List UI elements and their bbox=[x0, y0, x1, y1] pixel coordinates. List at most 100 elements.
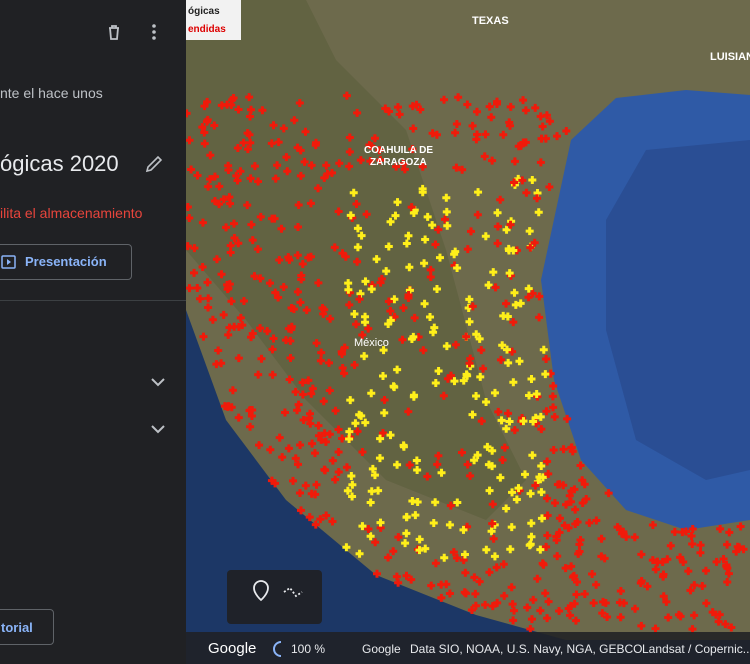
placemark[interactable] bbox=[549, 446, 558, 455]
placemark[interactable] bbox=[210, 197, 219, 206]
placemark[interactable] bbox=[271, 288, 280, 297]
placemark[interactable] bbox=[508, 488, 517, 497]
placemark[interactable] bbox=[248, 236, 257, 245]
placemark[interactable] bbox=[265, 279, 274, 288]
placemark[interactable] bbox=[407, 575, 416, 584]
placemark[interactable] bbox=[312, 480, 321, 489]
expand-icon[interactable] bbox=[148, 419, 168, 439]
placemark[interactable] bbox=[588, 569, 597, 578]
placemark[interactable] bbox=[575, 547, 584, 556]
placemark[interactable] bbox=[485, 102, 494, 111]
placemark[interactable] bbox=[431, 498, 440, 507]
placemark[interactable] bbox=[541, 589, 550, 598]
placemark[interactable] bbox=[543, 457, 552, 466]
placemark[interactable] bbox=[186, 109, 191, 118]
placemark[interactable] bbox=[475, 577, 484, 586]
placemark[interactable] bbox=[386, 316, 395, 325]
placemark[interactable] bbox=[352, 320, 361, 329]
placemark[interactable] bbox=[564, 604, 573, 613]
placemark[interactable] bbox=[549, 403, 558, 412]
placemark[interactable] bbox=[684, 567, 693, 576]
placemark[interactable] bbox=[375, 146, 384, 155]
placemark[interactable] bbox=[537, 514, 546, 523]
placemark[interactable] bbox=[357, 411, 366, 420]
placemark[interactable] bbox=[203, 97, 212, 106]
placemark[interactable] bbox=[545, 183, 554, 192]
placemark[interactable] bbox=[723, 577, 732, 586]
placemark[interactable] bbox=[467, 605, 476, 614]
placemark[interactable] bbox=[679, 558, 688, 567]
placemark[interactable] bbox=[345, 300, 354, 309]
placemark[interactable] bbox=[266, 445, 275, 454]
placemark[interactable] bbox=[219, 310, 228, 319]
edit-icon[interactable] bbox=[143, 153, 165, 175]
placemark[interactable] bbox=[543, 531, 552, 540]
placemark[interactable] bbox=[566, 497, 575, 506]
placemark[interactable] bbox=[472, 330, 481, 339]
placemark[interactable] bbox=[453, 498, 462, 507]
placemark[interactable] bbox=[225, 193, 234, 202]
placemark[interactable] bbox=[355, 295, 364, 304]
placemark[interactable] bbox=[504, 409, 513, 418]
placemark[interactable] bbox=[243, 201, 252, 210]
placemark[interactable] bbox=[234, 413, 243, 422]
placemark[interactable] bbox=[539, 345, 548, 354]
placemark[interactable] bbox=[253, 245, 262, 254]
placemark[interactable] bbox=[440, 95, 449, 104]
placemark[interactable] bbox=[510, 288, 519, 297]
placemark[interactable] bbox=[210, 121, 219, 130]
placemark[interactable] bbox=[544, 469, 553, 478]
placemark[interactable] bbox=[343, 486, 352, 495]
placemark[interactable] bbox=[267, 476, 276, 485]
placemark[interactable] bbox=[461, 568, 470, 577]
placemark[interactable] bbox=[353, 427, 362, 436]
placemark[interactable] bbox=[298, 390, 307, 399]
placemark[interactable] bbox=[224, 165, 233, 174]
placemark[interactable] bbox=[488, 602, 497, 611]
placemark[interactable] bbox=[296, 146, 305, 155]
placemark[interactable] bbox=[291, 454, 300, 463]
placemark[interactable] bbox=[527, 519, 536, 528]
placemark[interactable] bbox=[353, 243, 362, 252]
placemark[interactable] bbox=[437, 468, 446, 477]
placemark[interactable] bbox=[255, 441, 264, 450]
placemark[interactable] bbox=[434, 451, 443, 460]
placemark[interactable] bbox=[199, 332, 208, 341]
placemark[interactable] bbox=[473, 451, 482, 460]
placemark[interactable] bbox=[227, 297, 236, 306]
placemark[interactable] bbox=[630, 533, 639, 542]
placemark[interactable] bbox=[210, 172, 219, 181]
placemark[interactable] bbox=[545, 117, 554, 126]
placemark[interactable] bbox=[277, 224, 286, 233]
placemark[interactable] bbox=[423, 472, 432, 481]
placemark[interactable] bbox=[492, 563, 501, 572]
placemark[interactable] bbox=[550, 498, 559, 507]
placemark[interactable] bbox=[421, 544, 430, 553]
placemark[interactable] bbox=[423, 212, 432, 221]
placemark[interactable] bbox=[402, 513, 411, 522]
placemark[interactable] bbox=[696, 548, 705, 557]
placemark[interactable] bbox=[380, 395, 389, 404]
placemark[interactable] bbox=[431, 559, 440, 568]
placemark[interactable] bbox=[279, 282, 288, 291]
placemark[interactable] bbox=[389, 547, 398, 556]
placemark[interactable] bbox=[465, 317, 474, 326]
placemark[interactable] bbox=[519, 96, 528, 105]
placemark[interactable] bbox=[243, 129, 252, 138]
placemark[interactable] bbox=[687, 531, 696, 540]
placemark[interactable] bbox=[494, 407, 503, 416]
placemark[interactable] bbox=[604, 489, 613, 498]
placemark[interactable] bbox=[306, 419, 315, 428]
placemark[interactable] bbox=[527, 615, 536, 624]
placemark[interactable] bbox=[361, 312, 370, 321]
placemark[interactable] bbox=[409, 392, 418, 401]
placemark[interactable] bbox=[553, 132, 562, 141]
placemark[interactable] bbox=[468, 302, 477, 311]
placemark[interactable] bbox=[294, 223, 303, 232]
placemark[interactable] bbox=[186, 136, 194, 145]
placemark[interactable] bbox=[246, 138, 255, 147]
placemark[interactable] bbox=[499, 560, 508, 569]
placemark[interactable] bbox=[312, 339, 321, 348]
placemark[interactable] bbox=[473, 210, 482, 219]
placemark[interactable] bbox=[331, 475, 340, 484]
